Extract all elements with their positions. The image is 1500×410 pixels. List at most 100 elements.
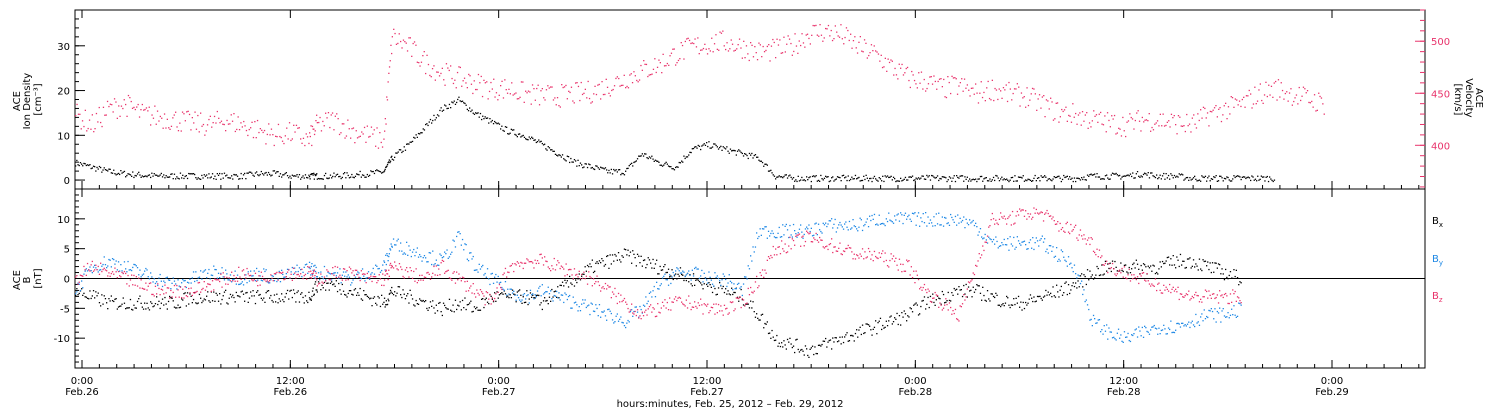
density-point xyxy=(916,178,918,180)
density-point xyxy=(920,177,922,179)
velocity-point xyxy=(888,61,891,64)
by-point xyxy=(773,236,776,238)
by-point xyxy=(932,225,934,227)
bz-point xyxy=(270,274,272,276)
density-point xyxy=(401,151,403,154)
bz-point xyxy=(91,260,93,263)
bz-point xyxy=(871,254,873,256)
by-point xyxy=(101,265,103,267)
velocity-point xyxy=(1291,104,1293,106)
bz-point xyxy=(970,280,972,282)
bx-point xyxy=(381,294,383,296)
bx-point xyxy=(1228,274,1230,277)
velocity-point xyxy=(550,86,552,88)
velocity-point xyxy=(440,72,442,75)
bx-point xyxy=(289,290,291,292)
bz-point xyxy=(788,245,790,247)
bz-point xyxy=(509,265,511,267)
bx-point xyxy=(492,301,495,303)
velocity-point xyxy=(1098,113,1100,115)
by-point xyxy=(1013,236,1015,239)
by-point xyxy=(164,281,166,284)
bx-point xyxy=(314,281,317,283)
density-point xyxy=(766,164,768,166)
by-point xyxy=(966,222,968,224)
velocity-point xyxy=(595,93,598,96)
velocity-point xyxy=(1202,106,1205,108)
bx-point xyxy=(588,266,590,268)
bx-point xyxy=(226,302,228,304)
velocity-point xyxy=(233,113,235,115)
by-point xyxy=(1064,259,1066,261)
density-point xyxy=(507,133,509,135)
bx-point xyxy=(369,298,371,300)
velocity-point xyxy=(1027,104,1030,107)
bx-point xyxy=(1059,289,1061,291)
bz-point xyxy=(625,301,627,303)
bz-point xyxy=(366,272,368,275)
density-point xyxy=(681,160,683,162)
density-point xyxy=(759,160,761,162)
density-point xyxy=(983,178,985,180)
bx-point xyxy=(1166,256,1168,259)
density-point xyxy=(492,123,495,125)
bx-point xyxy=(81,288,83,290)
bz-point xyxy=(194,292,196,294)
bx-point xyxy=(92,290,95,292)
velocity-point xyxy=(347,119,349,121)
bz-point xyxy=(132,284,134,286)
velocity-point xyxy=(255,137,257,139)
velocity-point xyxy=(1062,110,1064,113)
bz-point xyxy=(502,274,504,276)
by-point xyxy=(764,226,766,228)
by-point xyxy=(110,266,112,268)
bz-point xyxy=(696,307,698,309)
by-point xyxy=(906,218,908,220)
velocity-point xyxy=(158,120,160,122)
by-point xyxy=(182,278,184,281)
bx-point xyxy=(1027,302,1029,304)
bx-point xyxy=(923,296,926,298)
velocity-point xyxy=(1063,109,1066,111)
density-point xyxy=(722,146,724,148)
velocity-point xyxy=(505,89,507,91)
bx-point xyxy=(311,290,314,292)
bx-point xyxy=(873,326,876,328)
density-point xyxy=(804,180,807,182)
bx-point xyxy=(227,303,229,305)
bz-point xyxy=(335,276,337,279)
bz-point xyxy=(621,300,623,303)
bx-point xyxy=(1216,267,1218,269)
density-point xyxy=(541,142,543,145)
bx-point xyxy=(257,290,259,292)
by-point xyxy=(1116,332,1118,334)
density-point xyxy=(1248,177,1251,179)
bz-point xyxy=(840,253,842,255)
by-point xyxy=(960,221,962,223)
density-point xyxy=(389,161,391,164)
bz-point xyxy=(561,266,564,268)
by-point xyxy=(1095,322,1097,324)
bx-point xyxy=(127,307,129,309)
velocity-point xyxy=(359,135,361,137)
by-point xyxy=(278,270,280,273)
by-point xyxy=(451,251,453,253)
bx-point xyxy=(1176,256,1178,258)
density-point xyxy=(258,175,260,177)
velocity-point xyxy=(961,78,963,80)
bx-point xyxy=(417,303,420,305)
density-point xyxy=(953,175,955,177)
by-point xyxy=(539,285,541,288)
bz-point xyxy=(676,299,678,302)
velocity-point xyxy=(1006,100,1009,103)
bx-point xyxy=(906,320,908,322)
velocity-point xyxy=(334,115,336,117)
density-point xyxy=(531,136,533,138)
density-point xyxy=(228,177,230,179)
bx-point xyxy=(852,335,854,337)
bz-point xyxy=(82,275,84,277)
velocity-point xyxy=(459,66,461,69)
bx-point xyxy=(761,313,764,315)
velocity-point xyxy=(943,78,945,81)
bx-point xyxy=(377,295,379,298)
